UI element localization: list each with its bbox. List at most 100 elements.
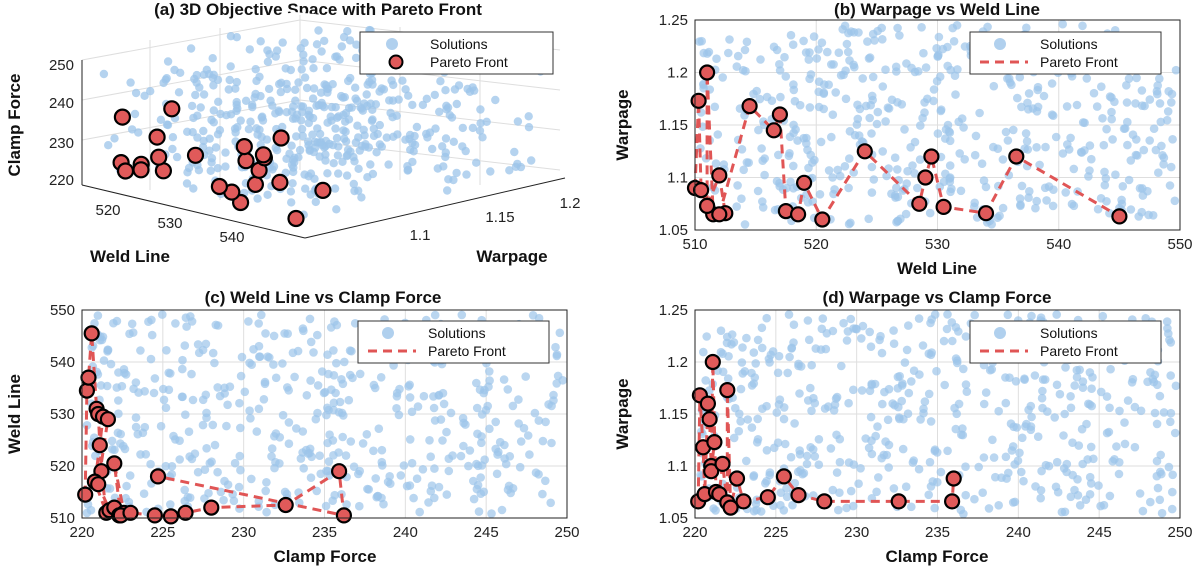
solution-point <box>159 395 169 405</box>
solution-point <box>323 118 332 127</box>
panel-b-title: (b) Warpage vs Weld Line <box>834 0 1040 19</box>
panel-d-title: (d) Warpage vs Clamp Force <box>823 288 1052 307</box>
solution-point <box>831 88 840 97</box>
solution-point <box>331 103 340 112</box>
solution-point <box>103 345 113 355</box>
solution-point <box>352 96 362 106</box>
solution-point <box>1069 201 1079 211</box>
solution-point <box>450 85 460 94</box>
solution-point <box>979 453 989 462</box>
solution-point <box>849 460 859 469</box>
solution-point <box>1138 184 1147 193</box>
solution-point <box>378 461 387 470</box>
solution-point <box>342 171 352 180</box>
solution-point <box>208 54 217 63</box>
solution-point <box>731 403 740 413</box>
solution-point <box>161 461 171 471</box>
solution-point <box>1146 497 1155 507</box>
solution-point <box>465 446 475 455</box>
solution-point <box>881 437 890 446</box>
pareto-point <box>1008 148 1025 165</box>
solution-point <box>1001 127 1011 137</box>
solution-point <box>981 388 991 397</box>
solution-point <box>910 137 920 147</box>
panel-c-frame <box>81 309 568 519</box>
solution-point <box>1011 377 1021 386</box>
solution-point <box>1170 428 1180 438</box>
solution-point <box>1023 98 1032 108</box>
solution-point <box>719 160 729 169</box>
solution-point <box>205 146 214 155</box>
solution-point <box>1168 487 1177 497</box>
solution-point <box>323 466 333 476</box>
solution-point <box>863 37 872 46</box>
solution-point <box>951 424 961 434</box>
solution-point <box>699 347 708 357</box>
solution-point <box>889 484 899 493</box>
solution-point <box>235 398 244 408</box>
solution-point <box>262 478 271 487</box>
solution-point <box>1156 467 1165 477</box>
solution-point <box>211 143 221 152</box>
solution-point <box>255 352 265 362</box>
solution-point <box>508 401 518 411</box>
solution-point <box>901 482 911 492</box>
solution-point <box>213 467 222 477</box>
solution-point <box>749 348 759 357</box>
solution-point <box>1155 495 1165 505</box>
solution-point <box>877 23 886 33</box>
solution-point <box>131 378 141 387</box>
solution-point <box>1018 433 1027 443</box>
solution-point <box>933 129 943 138</box>
solution-point <box>355 501 364 511</box>
solution-point <box>1066 392 1075 401</box>
solution-point <box>178 355 187 365</box>
solution-point <box>546 498 555 508</box>
solution-point <box>856 464 865 473</box>
solution-point <box>1060 409 1069 419</box>
solution-point <box>412 122 422 132</box>
solution-point <box>290 158 299 167</box>
solution-point <box>122 481 131 491</box>
pareto-point <box>77 486 94 503</box>
solution-point <box>237 352 247 362</box>
solution-point <box>994 501 1003 510</box>
solution-point <box>99 69 109 79</box>
solution-point <box>209 81 218 90</box>
solution-point <box>1070 381 1079 390</box>
solution-point <box>345 36 355 45</box>
solution-point <box>175 436 184 446</box>
solution-point <box>327 385 336 395</box>
solution-point <box>230 124 240 133</box>
pareto-point <box>690 92 707 109</box>
solution-point <box>146 87 155 96</box>
pareto-point <box>331 463 348 480</box>
solution-point <box>222 421 231 431</box>
solution-point <box>914 314 924 323</box>
solution-point <box>233 104 242 113</box>
solution-point <box>858 321 868 331</box>
x-tick-label: 220 <box>69 524 94 541</box>
solution-point <box>263 190 272 199</box>
solution-point <box>977 159 987 168</box>
solution-point <box>1132 73 1141 83</box>
solution-point <box>1022 137 1032 146</box>
solution-point <box>325 430 334 440</box>
solution-point <box>1008 498 1018 507</box>
solution-point <box>405 380 415 390</box>
solution-point <box>815 190 825 199</box>
solution-point <box>538 489 547 499</box>
solution-point <box>491 417 501 427</box>
solution-point <box>796 362 806 371</box>
solution-point <box>808 445 818 454</box>
solution-point <box>1153 81 1162 90</box>
solution-point <box>1032 143 1041 152</box>
solution-point <box>935 182 945 191</box>
solution-point <box>444 175 453 184</box>
solution-point <box>223 400 232 410</box>
solution-point <box>890 153 900 162</box>
solution-point <box>951 90 960 99</box>
pareto-point <box>122 504 139 521</box>
solution-point <box>1082 419 1091 429</box>
solution-point <box>1122 81 1131 90</box>
